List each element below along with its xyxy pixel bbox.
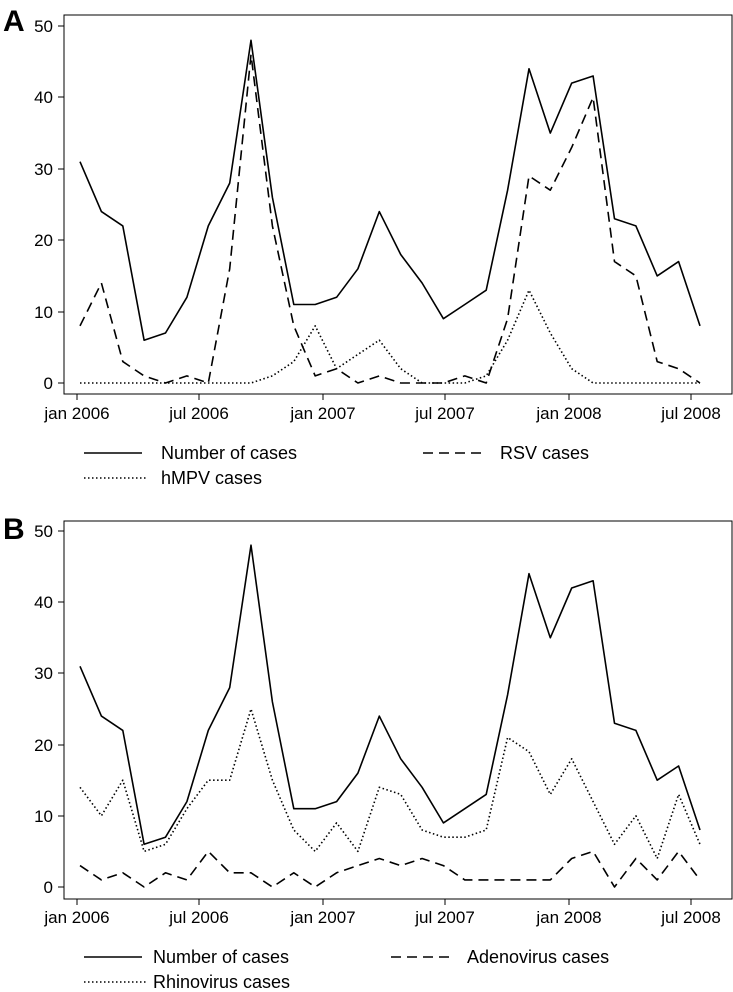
panel-a-y-tick-label: 0: [44, 374, 53, 393]
panel-b-series-adenovirus-cases: [79, 850, 701, 888]
panel-a-legend-label: Number of cases: [161, 443, 297, 463]
panel-b-letter: B: [3, 513, 25, 546]
panel-b-x-tick-label: jan 2007: [289, 908, 355, 927]
panel-a-y-ticks: 0 10 20 30 40 50: [34, 17, 64, 393]
panel-b-legend-label: Rhinovirus cases: [153, 972, 290, 992]
panel-b-y-tick-label: 20: [34, 736, 53, 755]
panel-b-series-rhinovirus-cases: [79, 708, 701, 860]
panel-b-legend-label: Adenovirus cases: [467, 947, 609, 967]
panel-a-x-tick-label: jul 2006: [168, 404, 229, 423]
panel-a-legend: Number of cases RSV cases hMPV cases: [84, 443, 589, 488]
panel-a-x-tick-label: jan 2007: [289, 404, 355, 423]
panel-b-x-tick-label: jul 2008: [660, 908, 721, 927]
panel-b-legend-label: Number of cases: [153, 947, 289, 967]
panel-b: B 0 10 20 30 40 50 jan 2006 jul 2006: [3, 513, 733, 992]
panel-a-plot-frame: [63, 14, 733, 395]
panel-a-series-number-of-cases: [79, 39, 701, 342]
panel-b-x-tick-label: jul 2006: [168, 908, 229, 927]
panel-a-x-tick-label: jul 2007: [414, 404, 475, 423]
panel-b-legend: Number of cases Adenovirus cases Rhinovi…: [84, 947, 609, 992]
panel-b-x-ticks: jan 2006 jul 2006 jan 2007 jul 2007 jan …: [43, 899, 721, 927]
panel-a-series-group: [79, 39, 701, 384]
panel-a: A 0 10 20 30 40 50 jan 2006 jul 2006: [3, 5, 733, 488]
panel-b-x-tick-label: jan 2008: [535, 908, 601, 927]
panel-b-y-tick-label: 30: [34, 664, 53, 683]
panel-a-y-tick-label: 20: [34, 231, 53, 250]
panel-a-y-tick-label: 50: [34, 17, 53, 36]
panel-a-x-tick-label: jul 2008: [660, 404, 721, 423]
panel-a-y-tick-label: 10: [34, 303, 53, 322]
panel-a-y-tick-label: 40: [34, 88, 53, 107]
panel-b-y-ticks: 0 10 20 30 40 50: [34, 522, 64, 897]
panel-b-x-tick-label: jan 2006: [43, 908, 109, 927]
panel-a-series-hmpv-cases: [80, 289, 700, 384]
panel-b-y-tick-label: 0: [44, 878, 53, 897]
panel-a-y-tick-label: 30: [34, 160, 53, 179]
panel-a-legend-label: RSV cases: [500, 443, 589, 463]
panel-a-x-ticks: jan 2006 jul 2006 jan 2007 jul 2007 jan …: [43, 394, 721, 423]
panel-b-plot-frame: [63, 520, 733, 900]
panel-a-x-tick-label: jan 2008: [535, 404, 601, 423]
panel-a-letter: A: [3, 5, 25, 38]
panel-a-legend-label: hMPV cases: [161, 468, 262, 488]
panel-b-y-tick-label: 10: [34, 807, 53, 826]
panel-b-series-number-of-cases: [79, 544, 701, 846]
panel-b-y-tick-label: 50: [34, 522, 53, 541]
panel-a-series-rsv-cases: [79, 53, 701, 384]
panel-b-series-group: [79, 544, 701, 888]
panel-b-x-tick-label: jul 2007: [414, 908, 475, 927]
panel-a-x-tick-label: jan 2006: [43, 404, 109, 423]
panel-b-y-tick-label: 40: [34, 593, 53, 612]
